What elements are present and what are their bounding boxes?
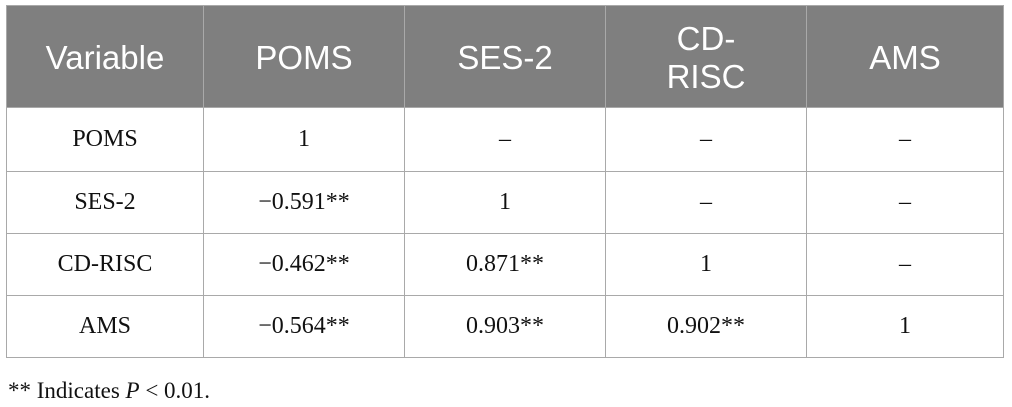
table-cell: 0.871** (404, 233, 606, 296)
table-footnote: ** Indicates P < 0.01. (8, 378, 210, 404)
table-cell: – (605, 107, 807, 172)
table-cell: – (806, 171, 1004, 234)
row-label: SES-2 (6, 171, 204, 234)
footnote-p-symbol: P (125, 378, 140, 403)
table-cell: – (806, 107, 1004, 172)
correlation-table-wrapper: Variable POMS SES-2 CD- RISC AMS POMS 1 … (6, 5, 1004, 358)
footnote-prefix: ** Indicates (8, 378, 126, 403)
header-row: Variable POMS SES-2 CD- RISC AMS (6, 5, 1004, 108)
row-label: CD-RISC (6, 233, 204, 296)
table-header: Variable POMS SES-2 CD- RISC AMS (6, 5, 1004, 108)
table-row: CD-RISC −0.462** 0.871** 1 – (6, 233, 1004, 296)
table-cell: 1 (806, 295, 1004, 358)
table-cell: – (404, 107, 606, 172)
table-cell: 1 (404, 171, 606, 234)
table-cell: −0.462** (203, 233, 405, 296)
footnote-suffix: < 0.01. (139, 378, 211, 403)
table-cell: −0.591** (203, 171, 405, 234)
table-cell: – (806, 233, 1004, 296)
table-cell: 1 (605, 233, 807, 296)
table-cell: 0.902** (605, 295, 807, 358)
table-cell: – (605, 171, 807, 234)
table-cell: 0.903** (404, 295, 606, 358)
table-cell: −0.564** (203, 295, 405, 358)
correlation-table: Variable POMS SES-2 CD- RISC AMS POMS 1 … (6, 5, 1004, 358)
header-variable: Variable (6, 5, 204, 108)
header-ams: AMS (806, 5, 1004, 108)
table-row: SES-2 −0.591** 1 – – (6, 171, 1004, 234)
row-label: POMS (6, 107, 204, 172)
header-poms: POMS (203, 5, 405, 108)
header-ses-2: SES-2 (404, 5, 606, 108)
table-row: POMS 1 – – – (6, 107, 1004, 172)
table-row: AMS −0.564** 0.903** 0.902** 1 (6, 295, 1004, 358)
row-label: AMS (6, 295, 204, 358)
table-body: POMS 1 – – – SES-2 −0.591** 1 – – CD-RIS… (6, 107, 1004, 358)
table-cell: 1 (203, 107, 405, 172)
header-cd-risc: CD- RISC (605, 5, 807, 108)
